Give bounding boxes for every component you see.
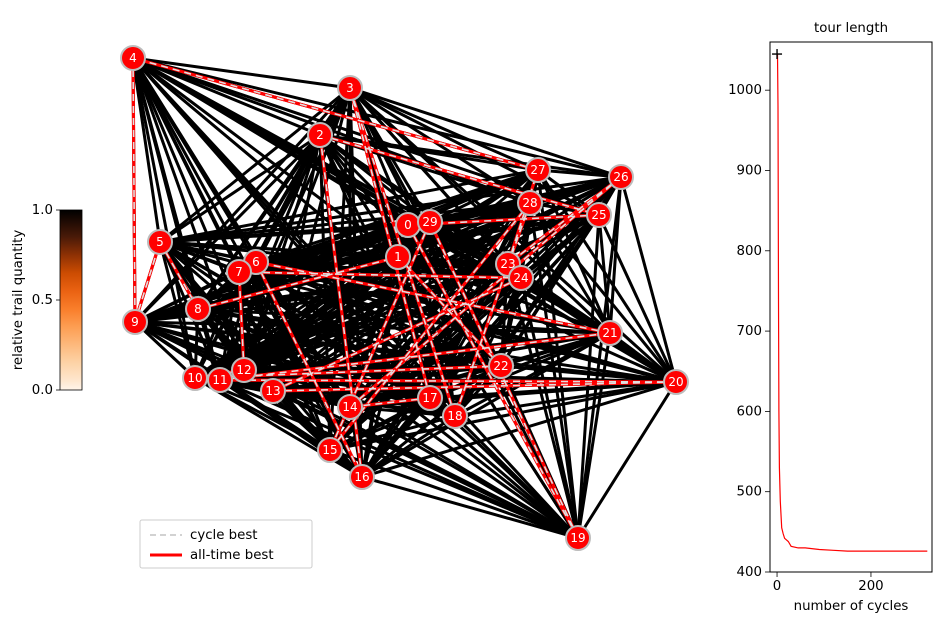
node-18: 18 <box>443 404 467 428</box>
svg-text:13: 13 <box>265 384 280 398</box>
figure-svg: 0.00.51.0 relative trail quantity 012345… <box>0 0 944 629</box>
line-chart-xticks: 0 200 <box>773 572 884 594</box>
colorbar: 0.0 0.5 1.0 relative trail quantity <box>11 203 82 398</box>
svg-text:4: 4 <box>129 51 137 65</box>
svg-text:8: 8 <box>194 302 202 316</box>
node-17: 17 <box>418 386 442 410</box>
colorbar-rect <box>60 210 82 390</box>
svg-text:400: 400 <box>737 565 762 580</box>
line-chart-series <box>777 54 927 551</box>
svg-text:0.0: 0.0 <box>32 383 53 398</box>
line-chart-xlabel: number of cycles <box>794 599 909 614</box>
svg-text:21: 21 <box>602 326 617 340</box>
svg-text:15: 15 <box>322 443 337 457</box>
node-29: 29 <box>418 210 442 234</box>
node-15: 15 <box>318 438 342 462</box>
svg-text:10: 10 <box>187 371 202 385</box>
node-11: 11 <box>208 368 232 392</box>
node-2: 2 <box>308 123 332 147</box>
svg-text:26: 26 <box>613 170 628 184</box>
line-chart-frame <box>770 42 932 572</box>
graph-panel: 0123456789101112131415161718192021222324… <box>121 46 688 550</box>
node-24: 24 <box>509 266 533 290</box>
node-19: 19 <box>566 526 590 550</box>
line-chart-yticks: 400 500 600 700 800 900 1000 <box>728 83 770 580</box>
node-27: 27 <box>526 158 550 182</box>
node-9: 9 <box>123 310 147 334</box>
node-20: 20 <box>664 370 688 394</box>
svg-text:25: 25 <box>591 208 606 222</box>
colorbar-label: relative trail quantity <box>11 230 26 371</box>
node-25: 25 <box>587 203 611 227</box>
svg-text:3: 3 <box>346 81 354 95</box>
svg-text:900: 900 <box>737 163 762 178</box>
node-0: 0 <box>396 213 420 237</box>
line-chart-title: tour length <box>814 21 888 36</box>
svg-text:16: 16 <box>354 470 369 484</box>
svg-text:7: 7 <box>235 265 243 279</box>
svg-text:700: 700 <box>737 324 762 339</box>
node-4: 4 <box>121 46 145 70</box>
node-5: 5 <box>148 230 172 254</box>
node-3: 3 <box>338 76 362 100</box>
svg-text:18: 18 <box>447 409 462 423</box>
figure: 0.00.51.0 relative trail quantity 012345… <box>0 0 944 629</box>
svg-text:1: 1 <box>394 250 402 264</box>
svg-text:0: 0 <box>773 579 781 594</box>
svg-text:1.0: 1.0 <box>32 203 53 218</box>
node-8: 8 <box>186 297 210 321</box>
svg-text:12: 12 <box>236 363 251 377</box>
svg-text:29: 29 <box>422 215 437 229</box>
svg-text:600: 600 <box>737 404 762 419</box>
svg-text:22: 22 <box>493 359 508 373</box>
svg-text:28: 28 <box>522 196 537 210</box>
node-7: 7 <box>227 260 251 284</box>
svg-text:19: 19 <box>570 531 585 545</box>
node-12: 12 <box>232 358 256 382</box>
legend-label-1: all-time best <box>190 548 274 563</box>
node-16: 16 <box>350 465 374 489</box>
node-13: 13 <box>261 379 285 403</box>
svg-text:0: 0 <box>404 218 412 232</box>
svg-text:200: 200 <box>858 579 883 594</box>
svg-text:5: 5 <box>156 235 164 249</box>
node-14: 14 <box>338 395 362 419</box>
svg-text:6: 6 <box>252 255 260 269</box>
svg-text:14: 14 <box>342 400 357 414</box>
svg-text:9: 9 <box>131 315 139 329</box>
node-10: 10 <box>183 366 207 390</box>
line-chart-marker <box>772 49 782 59</box>
svg-text:2: 2 <box>316 128 324 142</box>
node-1: 1 <box>386 245 410 269</box>
svg-text:11: 11 <box>212 373 227 387</box>
colorbar-ticks: 0.0 0.5 1.0 <box>32 203 60 398</box>
svg-text:0.5: 0.5 <box>32 293 53 308</box>
node-28: 28 <box>518 191 542 215</box>
svg-text:24: 24 <box>513 271 528 285</box>
node-22: 22 <box>489 354 513 378</box>
legend: cycle best all-time best <box>140 520 312 568</box>
svg-text:1000: 1000 <box>728 83 762 98</box>
svg-text:17: 17 <box>422 391 437 405</box>
node-21: 21 <box>598 321 622 345</box>
svg-text:27: 27 <box>530 163 545 177</box>
line-chart: 4005006007008009001000 0200 tour length … <box>728 21 932 614</box>
legend-label-0: cycle best <box>190 528 258 543</box>
svg-text:800: 800 <box>737 244 762 259</box>
node-26: 26 <box>609 165 633 189</box>
svg-text:20: 20 <box>668 375 683 389</box>
svg-text:500: 500 <box>737 485 762 500</box>
